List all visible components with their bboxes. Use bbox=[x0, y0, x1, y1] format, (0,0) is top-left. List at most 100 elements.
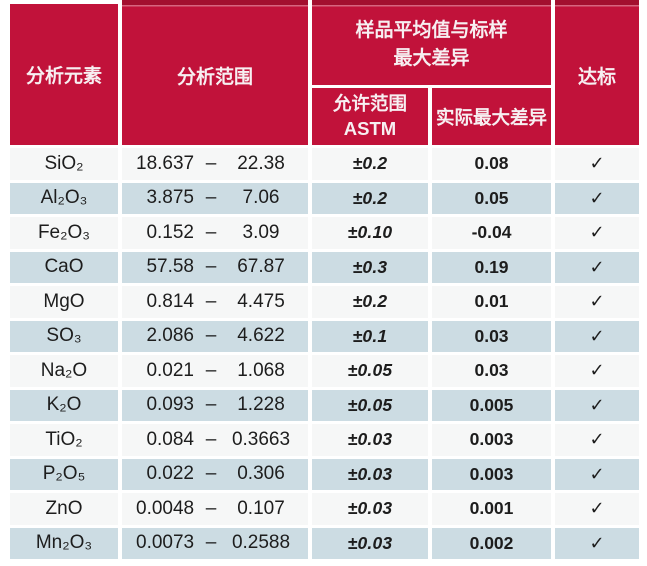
range-dash: – bbox=[205, 256, 217, 278]
range-max: 0.107 bbox=[237, 497, 285, 519]
range-max: 3.09 bbox=[242, 221, 280, 243]
element-cell: P₂O₅ bbox=[10, 458, 118, 490]
table-body: SiO₂ 18.637–22.38 ±0.2 0.08 ✓ Al₂O₃ 3.87… bbox=[10, 148, 640, 559]
table-row: SO₃ 2.086–4.622 ±0.1 0.03 ✓ bbox=[10, 320, 640, 352]
range-cell: 18.637–22.38 bbox=[122, 148, 308, 180]
range-min: 57.58 bbox=[146, 256, 194, 278]
pass-checkmark: ✓ bbox=[555, 286, 640, 318]
range-min: 3.875 bbox=[146, 187, 194, 209]
element-cell: TiO₂ bbox=[10, 424, 118, 456]
pass-checkmark: ✓ bbox=[555, 527, 640, 559]
pass-checkmark: ✓ bbox=[555, 148, 640, 180]
allowed-range-cell: ±0.03 bbox=[312, 424, 428, 456]
element-cell: Mn₂O₃ bbox=[10, 527, 118, 559]
range-min: 0.152 bbox=[146, 221, 194, 243]
actual-diff-cell: 0.19 bbox=[432, 251, 552, 283]
range-cell: 0.022–0.306 bbox=[122, 458, 308, 490]
range-max: 22.38 bbox=[237, 152, 285, 174]
allowed-range-cell: ±0.2 bbox=[312, 182, 428, 214]
actual-diff-cell: 0.003 bbox=[432, 424, 552, 456]
pass-checkmark: ✓ bbox=[555, 217, 640, 249]
range-dash: – bbox=[205, 359, 217, 381]
range-dash: – bbox=[205, 290, 217, 312]
table-row: Al₂O₃ 3.875– 7.06 ±0.2 0.05 ✓ bbox=[10, 182, 640, 214]
range-max: 4.622 bbox=[237, 325, 285, 347]
range-cell: 0.0048–0.107 bbox=[122, 493, 308, 525]
element-cell: SO₃ bbox=[10, 320, 118, 352]
range-min: 0.0048 bbox=[136, 497, 195, 519]
range-cell: 0.084–0.3663 bbox=[122, 424, 308, 456]
header-allowed-range-astm: 允许范围 ASTM bbox=[312, 88, 428, 145]
actual-diff-cell: 0.03 bbox=[432, 320, 552, 352]
pass-checkmark: ✓ bbox=[555, 389, 640, 421]
header-element-column: 分析元素 bbox=[10, 0, 118, 145]
range-min: 2.086 bbox=[146, 325, 194, 347]
pass-checkmark: ✓ bbox=[555, 424, 640, 456]
actual-diff-cell: -0.04 bbox=[432, 217, 552, 249]
table-row: Fe₂O₃ 0.152– 3.09 ±0.10 -0.04 ✓ bbox=[10, 217, 640, 249]
table-header: 分析元素 分析范围 样品平均值与标样 最大差异 达标 允许范围 ASTM 实际最… bbox=[10, 0, 640, 145]
pass-checkmark: ✓ bbox=[555, 458, 640, 490]
range-cell: 0.093–1.228 bbox=[122, 389, 308, 421]
allowed-range-cell: ±0.2 bbox=[312, 148, 428, 180]
element-cell: Al₂O₃ bbox=[10, 182, 118, 214]
range-min: 0.022 bbox=[146, 463, 194, 485]
range-min: 18.637 bbox=[136, 152, 195, 174]
range-min: 0.814 bbox=[146, 290, 194, 312]
range-dash: – bbox=[205, 221, 217, 243]
allowed-range-cell: ±0.03 bbox=[312, 493, 428, 525]
allowed-range-cell: ±0.03 bbox=[312, 527, 428, 559]
table-row: MgO 0.814–4.475 ±0.2 0.01 ✓ bbox=[10, 286, 640, 318]
range-cell: 0.0073–0.2588 bbox=[122, 527, 308, 559]
range-max: 1.068 bbox=[237, 359, 285, 381]
range-cell: 0.814–4.475 bbox=[122, 286, 308, 318]
element-cell: SiO₂ bbox=[10, 148, 118, 180]
element-cell: Fe₂O₃ bbox=[10, 217, 118, 249]
element-cell: K₂O bbox=[10, 389, 118, 421]
actual-diff-cell: 0.003 bbox=[432, 458, 552, 490]
pass-checkmark: ✓ bbox=[555, 251, 640, 283]
range-dash: – bbox=[205, 187, 217, 209]
table-row: CaO 57.58–67.87 ±0.3 0.19 ✓ bbox=[10, 251, 640, 283]
element-cell: ZnO bbox=[10, 493, 118, 525]
actual-diff-cell: 0.03 bbox=[432, 355, 552, 387]
table-row: TiO₂ 0.084–0.3663 ±0.03 0.003 ✓ bbox=[10, 424, 640, 456]
pass-checkmark: ✓ bbox=[555, 320, 640, 352]
range-dash: – bbox=[205, 463, 217, 485]
header-range-column: 分析范围 bbox=[122, 0, 308, 145]
range-max: 7.06 bbox=[242, 187, 280, 209]
actual-diff-cell: 0.001 bbox=[432, 493, 552, 525]
allowed-range-cell: ±0.1 bbox=[312, 320, 428, 352]
range-cell: 2.086–4.622 bbox=[122, 320, 308, 352]
actual-diff-cell: 0.002 bbox=[432, 527, 552, 559]
table-row: K₂O 0.093–1.228 ±0.05 0.005 ✓ bbox=[10, 389, 640, 421]
allowed-range-cell: ±0.10 bbox=[312, 217, 428, 249]
allowed-range-cell: ±0.05 bbox=[312, 389, 428, 421]
range-cell: 0.152– 3.09 bbox=[122, 217, 308, 249]
range-dash: – bbox=[205, 532, 217, 554]
element-cell: Na₂O bbox=[10, 355, 118, 387]
range-min: 0.0073 bbox=[136, 532, 195, 554]
range-max: 0.3663 bbox=[231, 428, 291, 450]
allowed-range-cell: ±0.05 bbox=[312, 355, 428, 387]
range-max: 0.2588 bbox=[231, 532, 291, 554]
element-cell: MgO bbox=[10, 286, 118, 318]
allowed-range-cell: ±0.2 bbox=[312, 286, 428, 318]
range-cell: 57.58–67.87 bbox=[122, 251, 308, 283]
range-cell: 3.875– 7.06 bbox=[122, 182, 308, 214]
range-min: 0.084 bbox=[146, 428, 194, 450]
pass-checkmark: ✓ bbox=[555, 493, 640, 525]
range-max: 67.87 bbox=[237, 256, 285, 278]
range-max: 4.475 bbox=[237, 290, 285, 312]
actual-diff-cell: 0.005 bbox=[432, 389, 552, 421]
header-diff-group: 样品平均值与标样 最大差异 bbox=[312, 0, 552, 85]
range-cell: 0.021–1.068 bbox=[122, 355, 308, 387]
allowed-range-cell: ±0.03 bbox=[312, 458, 428, 490]
range-min: 0.021 bbox=[146, 359, 194, 381]
range-dash: – bbox=[205, 325, 217, 347]
range-min: 0.093 bbox=[146, 394, 194, 416]
header-actual-max-diff: 实际最大差异 bbox=[432, 88, 552, 145]
analysis-table: 分析元素 分析范围 样品平均值与标样 最大差异 达标 允许范围 ASTM 实际最… bbox=[6, 0, 643, 562]
actual-diff-cell: 0.08 bbox=[432, 148, 552, 180]
